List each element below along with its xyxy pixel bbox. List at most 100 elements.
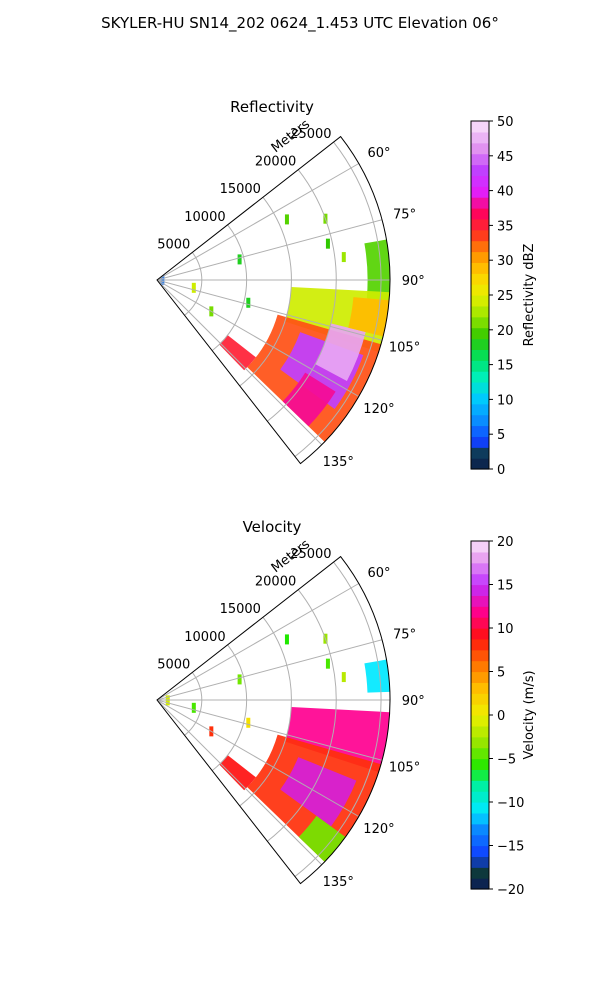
velocity-colorbar-step-18 [471, 682, 489, 694]
velocity-radial-line-0 [157, 583, 360, 701]
reflectivity-echo-point-1 [284, 214, 289, 225]
reflectivity-colorbar-step-26 [471, 175, 489, 187]
reflectivity-colorbar-step-0 [471, 458, 489, 470]
reflectivity-title: Reflectivity [230, 98, 314, 116]
reflectivity-colorbar-step-3 [471, 425, 489, 437]
velocity-colorbar-step-9 [471, 780, 489, 792]
reflectivity-colorbar-step-18 [471, 262, 489, 274]
velocity-colorbar-step-2 [471, 856, 489, 868]
velocity-range-label-3: 20000 [255, 575, 296, 590]
velocity-colorbar-tick-label-0: −20 [497, 883, 524, 898]
reflectivity-echo-point-4 [341, 252, 346, 263]
velocity-colorbar-label: Velocity (m/s) [522, 670, 537, 759]
reflectivity-colorbar-step-23 [471, 208, 489, 220]
reflectivity-colorbar-step-17 [471, 273, 489, 285]
reflectivity-colorbar-step-11 [471, 338, 489, 350]
reflectivity-colorbar-step-16 [471, 284, 489, 296]
velocity-radial-line-5 [157, 699, 323, 866]
reflectivity-echo-point-0 [237, 254, 242, 265]
velocity-colorbar-tick-label-3: −5 [497, 753, 516, 768]
reflectivity-colorbar-step-14 [471, 305, 489, 318]
reflectivity-range-ring-4 [294, 141, 382, 457]
velocity-colorbar-step-0 [471, 878, 489, 890]
velocity-echo-region-5 [298, 815, 346, 862]
velocity-title: Velocity [243, 518, 302, 536]
velocity-sector-frame [156, 555, 391, 885]
velocity-azimuth-label-5: 135° [323, 875, 354, 890]
reflectivity-colorbar-step-25 [471, 186, 489, 198]
velocity-colorbar-step-26 [471, 595, 489, 607]
velocity-colorbar-step-30 [471, 551, 489, 564]
reflectivity-range-label-0: 5000 [157, 237, 190, 252]
reflectivity-radial-line-1 [157, 219, 383, 281]
velocity-colorbar-step-15 [471, 715, 489, 727]
velocity-echo-point-1 [284, 634, 289, 645]
reflectivity-azimuth-label-1: 75° [393, 208, 416, 223]
reflectivity-radial-line-4 [157, 279, 360, 397]
reflectivity-echo-point-7 [191, 282, 196, 293]
figure-title: SKYLER-HU SN14_202 0624_1.453 UTC Elevat… [101, 14, 499, 32]
velocity-range-ring-4 [294, 561, 382, 877]
velocity-range-ring-2 [239, 616, 292, 807]
reflectivity-colorbar-tick-label-0: 0 [497, 463, 505, 478]
velocity-colorbar-tick-label-1: −15 [497, 840, 524, 855]
velocity-colorbar-step-31 [471, 541, 489, 553]
velocity-colorbar-step-29 [471, 562, 489, 575]
velocity-colorbar-step-5 [471, 823, 489, 836]
reflectivity-colorbar-tick-label-8: 40 [497, 185, 514, 200]
reflectivity-colorbar-step-21 [471, 229, 489, 242]
reflectivity-colorbar-step-8 [471, 371, 489, 383]
velocity-colorbar-step-24 [471, 617, 489, 629]
velocity-colorbar-tick-label-4: 0 [497, 709, 505, 724]
velocity-colorbar-step-4 [471, 834, 489, 847]
reflectivity-range-label-3: 20000 [255, 155, 296, 170]
velocity-grid [157, 561, 390, 877]
reflectivity-azimuth-label-4: 120° [363, 402, 394, 417]
reflectivity-echo-point-2 [325, 238, 330, 249]
reflectivity-radial-line-5 [157, 279, 323, 446]
reflectivity-colorbar-tick-label-9: 45 [497, 150, 514, 165]
velocity-azimuth-label-3: 105° [389, 760, 420, 775]
velocity-echo-point-4 [341, 672, 346, 683]
reflectivity-colorbar-step-2 [471, 436, 489, 448]
velocity-echo-region-0 [364, 659, 390, 693]
reflectivity-range-label-4: 25000 [290, 127, 331, 142]
reflectivity-colorbar-step-5 [471, 403, 489, 416]
reflectivity-radial-line-3 [157, 279, 383, 341]
velocity-colorbar-step-27 [471, 584, 489, 596]
reflectivity-colorbar-step-20 [471, 240, 489, 253]
reflectivity-range-label-1: 10000 [184, 210, 225, 225]
reflectivity-colorbar-step-1 [471, 447, 489, 459]
velocity-radial-line-4 [157, 699, 360, 817]
reflectivity-azimuth-label-2: 90° [402, 274, 425, 289]
reflectivity-colorbar-step-13 [471, 316, 489, 329]
reflectivity-colorbar-step-27 [471, 164, 489, 176]
velocity-colorbar: −20 −15 −10 −5 0 5 10 15 20 Velocity (m/s) [470, 535, 537, 898]
reflectivity-colorbar-step-4 [471, 414, 489, 427]
velocity-colorbar-step-20 [471, 660, 489, 673]
reflectivity-colorbar-step-28 [471, 153, 489, 166]
velocity-colorbar-step-22 [471, 638, 489, 651]
reflectivity-colorbar-step-7 [471, 382, 489, 394]
reflectivity-azimuth-label-3: 105° [389, 340, 420, 355]
velocity-colorbar-step-1 [471, 867, 489, 879]
velocity-azimuth-label-1: 75° [393, 628, 416, 643]
velocity-colorbar-step-3 [471, 845, 489, 857]
velocity-echo-point-6 [246, 717, 251, 728]
reflectivity-echo-point-6 [246, 297, 251, 308]
reflectivity-range-ring-1 [211, 224, 248, 352]
reflectivity-colorbar-tick-label-4: 20 [497, 324, 514, 339]
reflectivity-colorbar-tick-label-6: 30 [497, 254, 514, 269]
velocity-range-label-2: 15000 [220, 602, 261, 617]
velocity-range-label-4: 25000 [290, 547, 331, 562]
velocity-echo-point-0 [237, 674, 242, 685]
reflectivity-colorbar-step-30 [471, 131, 489, 144]
velocity-echo-region-4 [219, 755, 256, 791]
velocity-colorbar-step-16 [471, 704, 489, 716]
reflectivity-colorbar-step-9 [471, 360, 489, 372]
reflectivity-echo-region-6 [219, 335, 256, 371]
reflectivity-colorbar-step-24 [471, 197, 489, 209]
reflectivity-sector-frame [156, 135, 391, 465]
reflectivity-echo-region-0 [364, 239, 390, 301]
